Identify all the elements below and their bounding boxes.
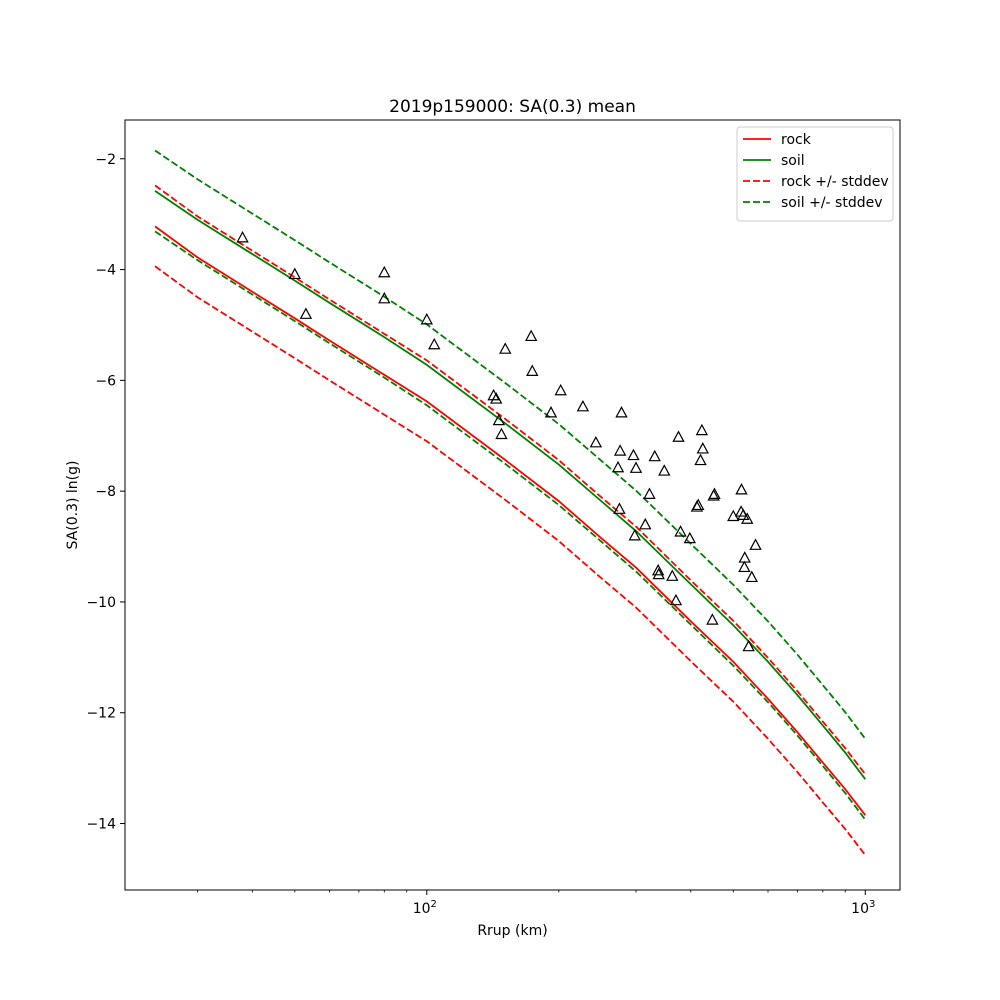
data-point <box>708 487 721 499</box>
data-point <box>492 413 506 426</box>
data-point <box>487 388 500 401</box>
plot-area <box>154 149 866 856</box>
legend-box <box>736 126 894 222</box>
data-point <box>666 569 679 581</box>
data-point <box>652 567 665 580</box>
y-tick-label: −10 <box>86 595 116 611</box>
x-tick-label: 103 <box>851 899 875 917</box>
data-point <box>683 531 697 544</box>
data-point <box>669 593 683 606</box>
data-point <box>526 364 539 376</box>
y-tick-label: −8 <box>95 484 116 500</box>
data-point <box>524 329 538 342</box>
data-point <box>499 342 512 354</box>
data-point <box>420 312 433 325</box>
data-point <box>706 613 719 625</box>
data-point <box>627 448 640 461</box>
soil-lower-stddev-line <box>154 230 866 821</box>
rock-line <box>154 225 866 816</box>
data-point <box>544 406 558 418</box>
legend-label: soil <box>781 153 805 169</box>
data-point <box>554 383 567 396</box>
chart-title: 2019p159000: SA(0.3) mean <box>389 97 636 117</box>
data-point <box>378 291 391 304</box>
data-point <box>738 551 751 563</box>
y-tick-label: −12 <box>86 706 116 722</box>
legend-label: rock +/- stddev <box>781 174 889 190</box>
legend: rock soil rock +/- stddev soil +/- stddev <box>736 126 894 222</box>
legend-label: soil +/- stddev <box>781 195 883 211</box>
soil-line <box>154 190 866 780</box>
data-point <box>628 529 641 541</box>
x-tick-label: 102 <box>413 899 437 917</box>
data-point <box>741 512 754 524</box>
axes: −14 −12 −10 −8 −6 −4 −2 102 103 <box>86 119 901 917</box>
data-point <box>674 525 687 537</box>
data-point <box>428 337 441 350</box>
data-point <box>643 487 656 499</box>
legend-label: rock <box>781 132 812 148</box>
data-point <box>696 442 709 454</box>
data-point <box>615 406 628 418</box>
data-point <box>639 517 652 530</box>
y-tick-label: −2 <box>95 152 116 168</box>
y-axis-label: SA(0.3) ln(g) <box>65 461 81 550</box>
data-point <box>495 427 508 440</box>
y-tick-label: −14 <box>86 817 116 833</box>
data-point <box>236 230 249 243</box>
data-point <box>651 563 665 576</box>
data-point <box>695 423 709 436</box>
data-point <box>288 267 301 280</box>
data-point <box>692 498 705 511</box>
data-point <box>737 508 750 520</box>
y-tick-label: −4 <box>95 263 116 279</box>
data-point <box>749 538 762 550</box>
data-point <box>299 307 313 319</box>
data-point <box>742 639 755 652</box>
axes-frame <box>124 119 901 891</box>
data-point <box>589 435 603 448</box>
data-point <box>735 483 748 495</box>
data-point <box>694 453 707 466</box>
y-tick-label: −6 <box>95 373 116 389</box>
data-point <box>658 464 671 476</box>
data-point <box>648 449 661 462</box>
data-point <box>490 392 503 404</box>
data-point <box>611 460 625 473</box>
data-point <box>613 502 626 514</box>
data-point <box>378 265 391 278</box>
x-axis-label: Rrup (km) <box>477 923 547 939</box>
data-point <box>576 399 590 412</box>
data-point <box>738 560 751 573</box>
data-point <box>672 430 685 442</box>
data-point <box>629 461 643 473</box>
soil-upper-stddev-line <box>154 149 866 740</box>
data-point <box>745 570 758 583</box>
data-point <box>613 444 627 456</box>
